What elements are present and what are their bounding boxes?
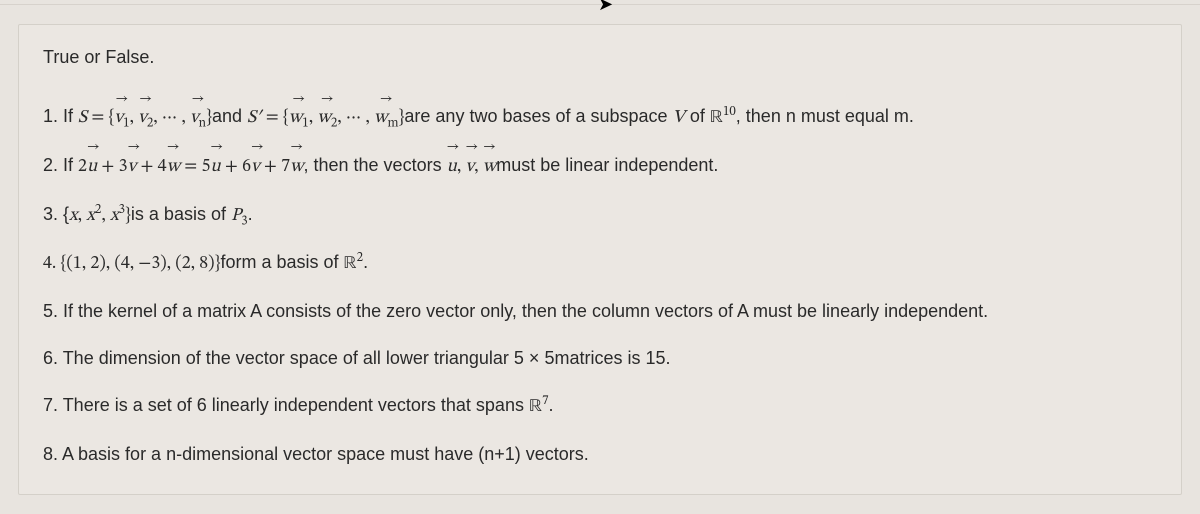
q2-p2: + bbox=[136, 158, 157, 176]
q1-R-sup: 10 bbox=[723, 106, 736, 119]
q1-dots2: , ··· , bbox=[337, 109, 374, 127]
q1-wm-vec: →wm bbox=[374, 104, 399, 133]
q2-v3: v bbox=[465, 158, 474, 176]
q1-w1-sub: 1 bbox=[302, 118, 308, 131]
q1-vn-vec: →vn bbox=[190, 104, 206, 133]
q1-w2-vec: →w2 bbox=[317, 104, 337, 133]
q2-u3-vec: →u bbox=[447, 153, 457, 182]
q1-Sprime: S′ bbox=[247, 109, 261, 127]
q2-w1: w bbox=[167, 158, 180, 176]
q1-wm: w bbox=[374, 109, 387, 127]
q2-w2: w bbox=[290, 158, 303, 176]
q2-u1-vec: →u bbox=[87, 153, 97, 182]
q1-w2-sub: 2 bbox=[331, 118, 337, 131]
q2-w1-vec: →w bbox=[167, 153, 180, 182]
q1-eq1: = { bbox=[87, 109, 114, 127]
card-title: True or False. bbox=[43, 47, 1157, 68]
q2-c3: 4 bbox=[158, 158, 167, 176]
q2-p3: + bbox=[221, 158, 242, 176]
q1-dots1: , ··· , bbox=[153, 109, 190, 127]
q2-u3: u bbox=[447, 158, 457, 176]
q2-eq: = bbox=[180, 158, 201, 176]
q1-w1-vec: →w1 bbox=[289, 104, 309, 133]
q3-prefix: 3. { bbox=[43, 204, 69, 224]
q2-v2: v bbox=[251, 158, 260, 176]
q2-w3-vec: →w bbox=[483, 153, 496, 182]
q2-v2-vec: →v bbox=[251, 153, 260, 182]
q1-wm-sub: m bbox=[387, 118, 398, 131]
q1-R: ℝ bbox=[710, 109, 723, 127]
question-6: 6. The dimension of the vector space of … bbox=[43, 344, 1157, 373]
q2-c6: 7 bbox=[281, 158, 290, 176]
q2-mid: , then the vectors bbox=[304, 155, 447, 175]
q3-end: . bbox=[248, 204, 253, 224]
q1-v2: v bbox=[138, 109, 147, 127]
q1-v2-vec: →v2 bbox=[138, 104, 153, 133]
q1-prefix: 1. If bbox=[43, 106, 78, 126]
cursor-icon: ➤ bbox=[598, 0, 613, 15]
q1-comma1: , bbox=[130, 109, 139, 127]
q2-w2-vec: →w bbox=[290, 153, 303, 182]
q1-eq2: = { bbox=[261, 109, 288, 127]
question-8: 8. A basis for a n-dimensional vector sp… bbox=[43, 440, 1157, 469]
q4-R: ℝ bbox=[344, 255, 357, 273]
q3-c1: , bbox=[78, 207, 87, 225]
q7-R: ℝ bbox=[529, 398, 542, 416]
q7-end: . bbox=[549, 395, 554, 415]
q2-u2-vec: →u bbox=[210, 153, 220, 182]
q2-prefix: 2. If bbox=[43, 155, 78, 175]
question-1: 1. If S = {→v1, →v2, ··· , →vn}and S′ = … bbox=[43, 102, 1157, 133]
q2-u2: u bbox=[210, 158, 220, 176]
q2-p4: + bbox=[260, 158, 281, 176]
q3-x2: x bbox=[86, 207, 95, 225]
q2-p1: + bbox=[97, 158, 118, 176]
q1-end: , then n must equal m. bbox=[736, 106, 914, 126]
q4-mid: form a basis of bbox=[221, 252, 344, 272]
page-root: ➤ True or False. 1. If S = {→v1, →v2, ··… bbox=[0, 0, 1200, 514]
q1-w1: w bbox=[289, 109, 302, 127]
question-4: 4. {(1, 2), (4, −3), (2, 8)}form a basis… bbox=[43, 248, 1157, 279]
q2-end: must be linear independent. bbox=[496, 155, 718, 175]
q2-w3: w bbox=[483, 158, 496, 176]
question-2: 2. If 2→u + 3→v + 4→w = 5→u + 6→v + 7→w,… bbox=[43, 151, 1157, 182]
q7-prefix: 7. There is a set of 6 linearly independ… bbox=[43, 395, 529, 415]
q1-v1: v bbox=[114, 109, 123, 127]
q3-x1: x bbox=[69, 207, 78, 225]
q1-of: of bbox=[685, 106, 710, 126]
q2-comma3: , bbox=[457, 158, 466, 176]
q1-v1-vec: →v1 bbox=[114, 104, 129, 133]
q4-set: 4. {(1, 2), (4, −3), (2, 8)} bbox=[43, 255, 221, 273]
question-3: 3. {x, x2, x3}is a basis of P3. bbox=[43, 200, 1157, 231]
q2-comma4: , bbox=[474, 158, 483, 176]
q1-v2-sub: 2 bbox=[147, 118, 153, 131]
q1-S: S bbox=[78, 109, 87, 127]
question-card: True or False. 1. If S = {→v1, →v2, ··· … bbox=[18, 24, 1182, 495]
q1-vn-sub: n bbox=[199, 118, 206, 131]
q4-end: . bbox=[363, 252, 368, 272]
q1-v1-sub: 1 bbox=[123, 118, 129, 131]
q2-c1: 2 bbox=[78, 158, 87, 176]
q2-v1-vec: →v bbox=[128, 153, 137, 182]
q3-mid: is a basis of bbox=[131, 204, 231, 224]
q2-c4: 5 bbox=[201, 158, 210, 176]
q2-u1: u bbox=[87, 158, 97, 176]
q1-vn: v bbox=[190, 109, 199, 127]
question-7: 7. There is a set of 6 linearly independ… bbox=[43, 391, 1157, 422]
question-5: 5. If the kernel of a matrix A consists … bbox=[43, 297, 1157, 326]
q1-V: V bbox=[673, 109, 685, 127]
q1-w2: w bbox=[317, 109, 330, 127]
q2-c2: 3 bbox=[119, 158, 128, 176]
q1-comma2: , bbox=[309, 109, 318, 127]
q3-x3: x bbox=[110, 207, 119, 225]
q1-mid: are any two bases of a subspace bbox=[404, 106, 672, 126]
q3-c2: , bbox=[101, 207, 110, 225]
q2-v3-vec: →v bbox=[465, 153, 474, 182]
q2-v1: v bbox=[128, 158, 137, 176]
q1-and: and bbox=[212, 106, 247, 126]
q3-P: P bbox=[231, 207, 241, 225]
q2-c5: 6 bbox=[242, 158, 251, 176]
